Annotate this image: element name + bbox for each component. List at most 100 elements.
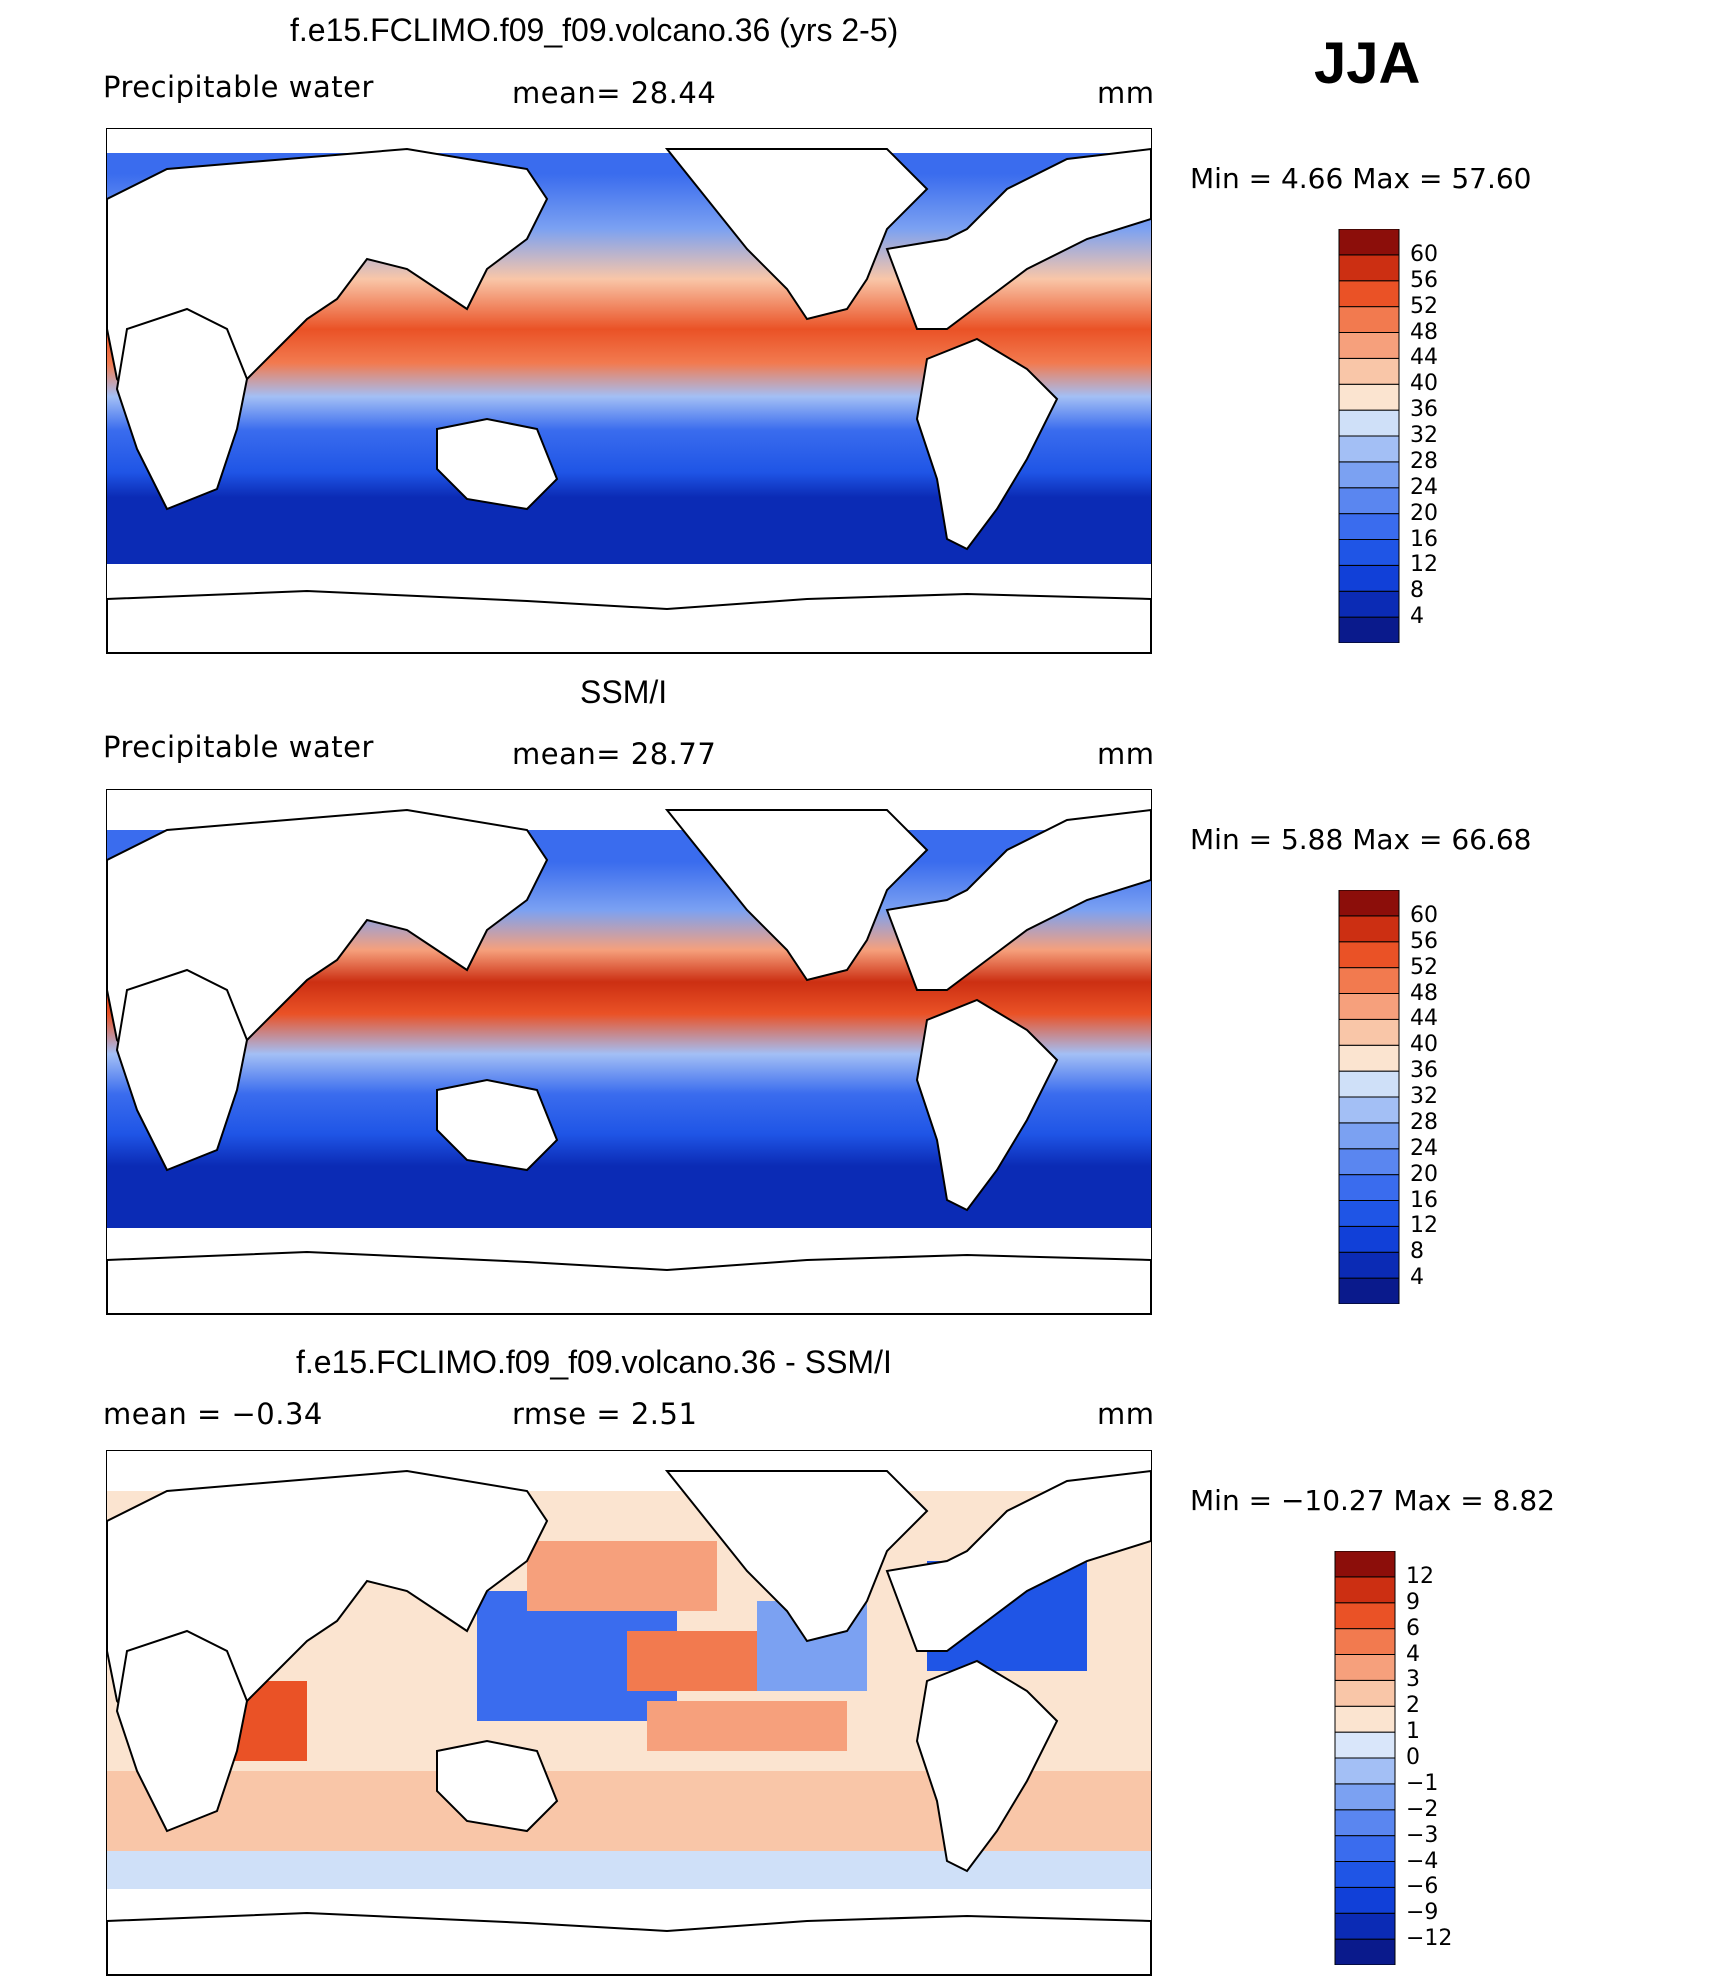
colorbar-tick-label: 44 — [1410, 1006, 1438, 1032]
panel2-mean-label: mean= 28.77 — [512, 737, 717, 771]
colorbar-swatch — [1334, 1705, 1396, 1733]
colorbar-tick-label: 32 — [1410, 423, 1438, 448]
colorbar-tick-label: 12 — [1410, 1213, 1438, 1239]
colorbar-swatch — [1334, 1938, 1396, 1965]
colorbar-swatch — [1334, 1757, 1396, 1785]
panel1-map — [106, 128, 1152, 654]
colorbar-swatch — [1334, 1654, 1396, 1681]
colorbar-swatch — [1338, 332, 1400, 359]
colorbar-swatch — [1338, 1251, 1400, 1279]
panel2-minmax: Min = 5.88 Max = 66.68 — [1190, 823, 1532, 856]
colorbar-swatch — [1338, 383, 1400, 411]
colorbar-tick-label: 8 — [1410, 578, 1424, 604]
colorbar-tick-label: 52 — [1410, 954, 1438, 980]
colorbar-swatch — [1334, 1628, 1396, 1655]
panel1-units: mm — [1097, 76, 1155, 110]
colorbar-swatch — [1338, 513, 1400, 540]
colorbar-tick-label: 36 — [1410, 1058, 1438, 1084]
season-label: JJA — [1314, 31, 1421, 96]
colorbar-swatch — [1338, 1096, 1400, 1124]
panel2-title: SSM/I — [580, 674, 668, 710]
colorbar-tick-label: 4 — [1406, 1641, 1420, 1667]
colorbar-tick-label: 24 — [1410, 474, 1438, 500]
colorbar-tick-label: 40 — [1410, 1032, 1438, 1058]
colorbar-swatch — [1338, 1225, 1400, 1253]
panel1-map-plot — [107, 147, 1151, 653]
colorbar-swatch — [1338, 306, 1400, 333]
colorbar-tick-label: 48 — [1410, 319, 1438, 345]
colorbar-swatch — [1338, 487, 1400, 515]
colorbar-tick-label: −3 — [1406, 1822, 1439, 1848]
colorbar-tick-label: 8 — [1410, 1239, 1424, 1265]
colorbar-swatch — [1338, 1148, 1400, 1176]
colorbar-tick-label: −4 — [1406, 1848, 1439, 1874]
colorbar-tick-label: 6 — [1406, 1615, 1420, 1641]
panel3-mean-label: mean = −0.34 — [103, 1397, 323, 1431]
panel1-minmax: Min = 4.66 Max = 57.60 — [1190, 162, 1532, 195]
colorbar-tick-label: 1 — [1406, 1719, 1420, 1745]
panel1-title: f.e15.FCLIMO.f09_f09.volcano.36 (yrs 2-5… — [290, 12, 899, 48]
colorbar-tick-label: 12 — [1410, 552, 1438, 578]
colorbar-swatch — [1334, 1886, 1396, 1914]
colorbar-swatch — [1338, 435, 1400, 463]
colorbar-tick-label: 20 — [1410, 1161, 1438, 1187]
panel3-rmse-label: rmse = 2.51 — [512, 1397, 698, 1431]
panel3-colorbar — [1334, 1551, 1396, 1965]
colorbar-tick-label: −2 — [1406, 1796, 1439, 1822]
colorbar-swatch — [1338, 1277, 1400, 1304]
colorbar-tick-label: 9 — [1406, 1589, 1420, 1615]
colorbar-swatch — [1338, 1044, 1400, 1072]
panel2-units: mm — [1097, 737, 1155, 771]
panel2-continents — [107, 808, 1151, 1314]
panel3-map-plot — [107, 1469, 1151, 1975]
colorbar-swatch — [1338, 1122, 1400, 1150]
colorbar-swatch — [1338, 941, 1400, 969]
colorbar-swatch — [1338, 280, 1400, 308]
colorbar-tick-label: 28 — [1410, 1109, 1438, 1135]
panel2-map — [106, 789, 1152, 1315]
colorbar-tick-label: 56 — [1410, 928, 1438, 954]
colorbar-swatch — [1338, 967, 1400, 994]
colorbar-tick-label: 24 — [1410, 1135, 1438, 1161]
colorbar-swatch — [1338, 590, 1400, 618]
colorbar-swatch — [1338, 564, 1400, 592]
colorbar-tick-label: 16 — [1410, 1187, 1438, 1213]
colorbar-swatch — [1338, 539, 1400, 566]
colorbar-swatch — [1334, 1731, 1396, 1759]
colorbar-swatch — [1338, 409, 1400, 437]
panel1-colorbar — [1338, 229, 1400, 643]
colorbar-swatch — [1338, 1174, 1400, 1201]
colorbar-swatch — [1338, 890, 1400, 917]
colorbar-tick-label: −6 — [1406, 1874, 1439, 1900]
colorbar-tick-label: 20 — [1410, 500, 1438, 526]
colorbar-tick-label: 32 — [1410, 1084, 1438, 1109]
colorbar-tick-label: −1 — [1406, 1770, 1439, 1796]
colorbar-tick-label: 3 — [1406, 1667, 1420, 1693]
panel2-map-plot — [107, 808, 1151, 1314]
colorbar-tick-label: 4 — [1410, 604, 1424, 630]
colorbar-swatch — [1338, 254, 1400, 282]
colorbar-swatch — [1338, 1018, 1400, 1046]
colorbar-tick-label: 28 — [1410, 448, 1438, 474]
colorbar-tick-label: −12 — [1406, 1926, 1453, 1952]
colorbar-swatch — [1338, 993, 1400, 1020]
colorbar-swatch — [1338, 461, 1400, 489]
colorbar-swatch — [1334, 1602, 1396, 1630]
panel2-variable-label: Precipitable water — [103, 730, 374, 764]
panel3-units: mm — [1097, 1397, 1155, 1431]
colorbar-swatch — [1338, 1070, 1400, 1098]
panel1-mean-label: mean= 28.44 — [512, 76, 717, 110]
colorbar-swatch — [1338, 357, 1400, 385]
colorbar-swatch — [1338, 915, 1400, 943]
panel1-variable-label: Precipitable water — [103, 70, 374, 104]
colorbar-swatch — [1338, 229, 1400, 256]
colorbar-tick-label: 60 — [1410, 902, 1438, 928]
panel3-title: f.e15.FCLIMO.f09_f09.volcano.36 - SSM/I — [296, 1344, 892, 1380]
colorbar-tick-label: −9 — [1406, 1900, 1439, 1926]
panel3-map — [106, 1450, 1152, 1976]
colorbar-swatch — [1334, 1551, 1396, 1578]
colorbar-tick-label: 16 — [1410, 526, 1438, 552]
colorbar-tick-label: 2 — [1406, 1693, 1420, 1719]
panel3-continents — [107, 1469, 1151, 1975]
colorbar-tick-label: 56 — [1410, 267, 1438, 293]
